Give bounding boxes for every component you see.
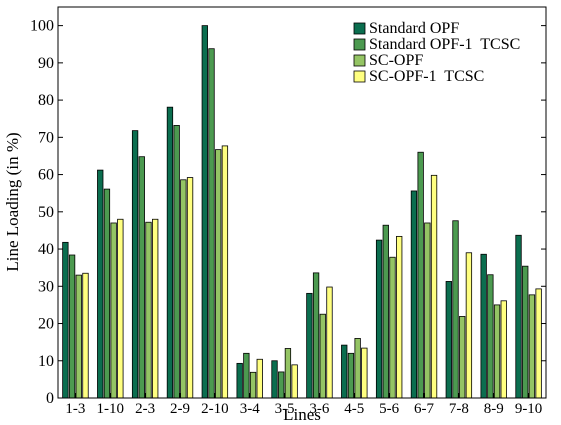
y-tick-label: 50 [38, 204, 54, 221]
bar [243, 352, 250, 399]
bar [361, 347, 368, 399]
bar [424, 222, 431, 399]
legend-label: Standard OPF-1 TCSC [369, 36, 520, 53]
x-tick-label: 1-10 [97, 401, 125, 417]
bar [341, 344, 348, 399]
legend-swatch [353, 70, 366, 83]
bar [236, 362, 243, 399]
bar [249, 371, 257, 399]
bar [452, 220, 459, 399]
y-tick-label: 60 [38, 167, 54, 184]
bar [278, 371, 285, 399]
x-tick-label: 3-6 [309, 401, 329, 417]
bars-group [62, 25, 542, 399]
y-tick-label: 90 [38, 55, 54, 72]
legend-label: Standard OPF [369, 20, 459, 37]
bar [410, 190, 418, 399]
bar [166, 106, 174, 399]
legend-swatch [353, 54, 366, 67]
x-axis: 1-3 1-10 2-3 2-9 2-10 3-4 3-5 3-6 4-5 5-6 6-7 7-8 8-… [65, 393, 542, 417]
legend-swatch [353, 38, 366, 51]
bar [110, 222, 117, 399]
bar [215, 149, 222, 399]
y-tick-label: 100 [30, 18, 54, 35]
bar [500, 300, 507, 399]
x-tick-label: 3-4 [240, 401, 260, 417]
bar [117, 218, 124, 399]
bar [208, 48, 215, 399]
bar [201, 25, 208, 399]
bar [375, 239, 383, 399]
bar [459, 316, 466, 399]
bar [487, 274, 494, 399]
x-tick-label: 9-10 [515, 401, 543, 417]
bar [515, 234, 522, 399]
legend-label: SC-OPF-1 TCSC [369, 68, 484, 85]
bar [145, 221, 152, 399]
bar [221, 145, 229, 399]
y-tick-label: 20 [38, 316, 54, 333]
bar [326, 286, 333, 399]
x-tick-label: 2-3 [135, 401, 155, 417]
x-tick-label: 6-7 [414, 401, 434, 417]
bar [312, 272, 320, 399]
bar [382, 224, 389, 399]
x-tick-label: 2-10 [201, 401, 229, 417]
bar [62, 241, 69, 399]
bar [256, 358, 263, 399]
bar [75, 274, 82, 399]
x-tick-label: 7-8 [449, 401, 469, 417]
y-tick-label: 10 [38, 353, 54, 370]
bar [354, 338, 361, 399]
bar [131, 130, 139, 399]
bar [522, 265, 529, 399]
legend-swatch [353, 22, 366, 35]
x-axis-label: Lines [283, 405, 321, 424]
y-tick-label: 40 [38, 241, 54, 258]
y-tick-label: 30 [38, 278, 54, 295]
bar [103, 188, 111, 399]
plot-frame [57, 6, 547, 399]
x-tick-label: 8-9 [484, 401, 504, 417]
bar [284, 348, 292, 399]
bar [347, 352, 355, 399]
y-tick-label: 0 [46, 390, 54, 407]
bar [173, 125, 180, 399]
bar [291, 364, 298, 399]
bar [535, 288, 542, 399]
bar [138, 156, 145, 399]
legend-label: SC-OPF [369, 52, 423, 69]
y-axis-label: Line Loading (in %) [3, 132, 22, 271]
x-tick-label: 5-6 [379, 401, 399, 417]
bar [180, 179, 187, 399]
bar [417, 151, 424, 399]
bar [186, 177, 194, 399]
bar [68, 254, 76, 399]
bar [152, 218, 159, 399]
bar [480, 253, 487, 399]
bar [389, 256, 396, 399]
y-tick-label: 70 [38, 129, 54, 146]
bar [445, 281, 452, 399]
x-tick-label: 4-5 [344, 401, 364, 417]
bar [319, 313, 326, 399]
bar [396, 235, 403, 399]
bar [465, 252, 473, 399]
bar [82, 272, 89, 399]
y-axis: 0 10 20 30 40 50 60 70 80 90 100 [30, 18, 546, 407]
x-tick-label: 1-3 [65, 401, 85, 417]
x-tick-label: 3-5 [275, 401, 295, 417]
bar [306, 292, 313, 399]
bar [430, 174, 438, 399]
y-tick-label: 80 [38, 92, 54, 109]
bar [97, 169, 104, 399]
bar [528, 294, 536, 399]
bar [271, 360, 278, 399]
bar [493, 304, 501, 399]
x-tick-label: 2-9 [170, 401, 190, 417]
